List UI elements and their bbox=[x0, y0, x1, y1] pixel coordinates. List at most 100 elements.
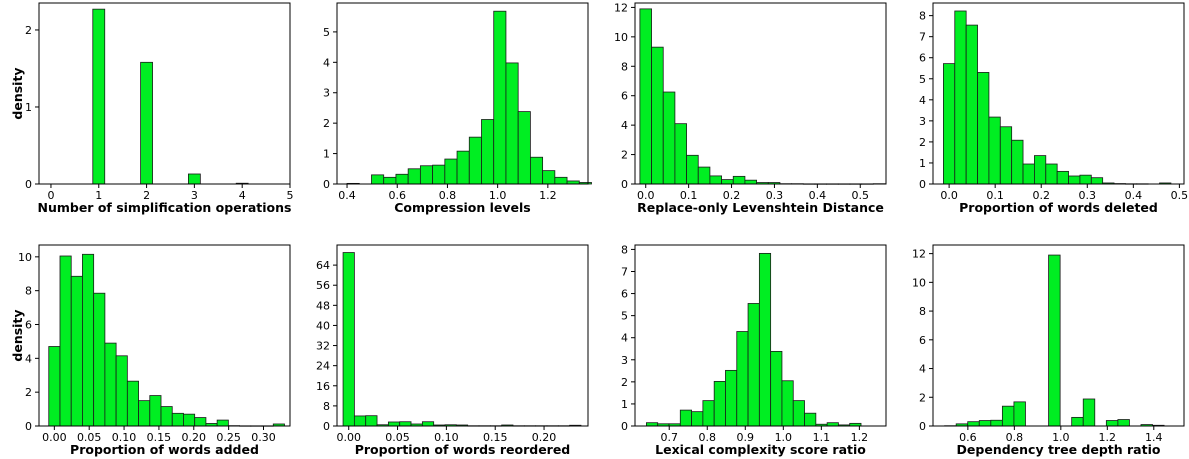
histogram-bar bbox=[371, 174, 385, 185]
histogram-bar bbox=[383, 176, 397, 185]
histogram-bar bbox=[967, 421, 980, 427]
x-tick-label: 1 bbox=[95, 189, 102, 202]
histogram-bar bbox=[721, 179, 734, 185]
histogram-bar bbox=[342, 252, 355, 427]
y-tick-label: 8 bbox=[621, 243, 628, 256]
histogram-bar bbox=[387, 421, 401, 427]
x-axis-label: Proportion of words deleted bbox=[959, 200, 1158, 215]
x-tick-label: 0.8 bbox=[1006, 431, 1024, 444]
histogram-bar bbox=[679, 409, 692, 427]
x-tick-label: 0.00 bbox=[336, 431, 361, 444]
x-tick-label: 0.15 bbox=[483, 431, 508, 444]
x-tick-label: 0.10 bbox=[434, 431, 459, 444]
x-tick-label: 1.0 bbox=[489, 189, 507, 202]
histogram-bar bbox=[736, 331, 749, 427]
x-tick-label: 0.10 bbox=[112, 431, 137, 444]
y-tick-label: 0 bbox=[919, 420, 926, 433]
x-tick-label: 0.20 bbox=[182, 431, 207, 444]
x-tick-label: 0.4 bbox=[338, 189, 356, 202]
histogram-bar bbox=[421, 421, 435, 427]
y-tick-label: 4 bbox=[919, 94, 926, 107]
histogram-bar bbox=[744, 179, 757, 185]
histogram-bar bbox=[93, 292, 106, 427]
x-tick-label: 0.05 bbox=[385, 431, 410, 444]
histogram-bar bbox=[1045, 163, 1058, 185]
histogram-bar bbox=[1011, 139, 1024, 185]
y-tick-label: 3 bbox=[919, 115, 926, 128]
x-tick-label: 0.1 bbox=[986, 189, 1004, 202]
x-axis-label: Proportion of words added bbox=[70, 442, 259, 457]
histogram-bar bbox=[747, 303, 760, 427]
histogram-bar bbox=[399, 421, 412, 427]
histogram-bar bbox=[530, 156, 544, 185]
chart-panel-3: 0.0 0.1 0.2 0.3 0.4 0.5 0 2 4 6 8 10 12 Replace-only … bbox=[614, 1, 887, 215]
histogram-bar bbox=[1056, 170, 1069, 185]
y-tick-label: 8 bbox=[919, 10, 926, 23]
x-tick-label: 0.20 bbox=[532, 431, 557, 444]
histogram-bar bbox=[770, 350, 783, 427]
histogram-bar bbox=[1079, 174, 1092, 185]
histogram-bar bbox=[365, 415, 378, 427]
x-tick-label: 2 bbox=[143, 189, 150, 202]
x-axis-label: Lexical complexity score ratio bbox=[655, 442, 866, 457]
x-axis-label: Number of simplification operations bbox=[38, 200, 292, 215]
y-tick-label: 24 bbox=[316, 360, 330, 373]
histogram-bar bbox=[456, 150, 470, 185]
y-tick-label: 48 bbox=[316, 299, 330, 312]
x-axis-label: Dependency tree depth ratio bbox=[957, 442, 1161, 457]
y-tick-label: 10 bbox=[18, 251, 32, 264]
histogram-bar bbox=[542, 170, 556, 185]
histogram-bar bbox=[140, 61, 153, 185]
y-tick-label: 64 bbox=[316, 259, 330, 272]
chart-panel-6: 0.00 0.05 0.10 0.15 0.20 0 8 16 24 32 40 48 56 64 Prop… bbox=[316, 244, 589, 457]
x-tick-label: 0.3 bbox=[766, 189, 784, 202]
histogram-bar bbox=[194, 417, 207, 427]
x-axis-label: Proportion of words reordered bbox=[355, 442, 571, 457]
histogram-bar bbox=[978, 420, 992, 427]
y-tick-label: 8 bbox=[25, 285, 32, 298]
histogram-bar bbox=[407, 168, 421, 185]
chart-panel-7: 0.7 0.8 0.9 1.0 1.1 1.2 0 1 2 3 4 5 6 7 8 Lexical compl… bbox=[621, 243, 887, 457]
x-tick-label: 0.2 bbox=[723, 189, 741, 202]
histogram-bar bbox=[691, 411, 704, 427]
histogram-bar bbox=[1048, 254, 1061, 427]
histogram-bar bbox=[419, 165, 434, 185]
histogram-bar bbox=[1105, 420, 1119, 427]
y-tick-label: 4 bbox=[621, 332, 628, 345]
histogram-bar bbox=[216, 419, 229, 427]
y-tick-label: 2 bbox=[25, 386, 32, 399]
x-tick-label: 0 bbox=[47, 189, 54, 202]
histogram-bar bbox=[48, 346, 61, 427]
histogram-bar bbox=[70, 275, 83, 427]
y-tick-label: 6 bbox=[621, 288, 628, 301]
y-tick-label: 10 bbox=[912, 276, 926, 289]
histogram-bar bbox=[149, 395, 162, 427]
histogram-bar bbox=[674, 123, 687, 185]
y-tick-label: 4 bbox=[621, 119, 628, 132]
histogram-bar bbox=[1082, 398, 1096, 427]
y-tick-label: 5 bbox=[919, 73, 926, 86]
x-tick-label: 1.2 bbox=[851, 431, 869, 444]
histogram-bar bbox=[171, 412, 184, 427]
y-tick-label: 1 bbox=[919, 157, 926, 170]
histogram-bar bbox=[713, 381, 726, 427]
plot-frame bbox=[38, 2, 291, 185]
histogram-bar bbox=[1117, 419, 1130, 427]
y-tick-label: 40 bbox=[316, 319, 330, 332]
histogram-bar bbox=[493, 10, 507, 185]
y-tick-label: 2 bbox=[919, 136, 926, 149]
x-tick-label: 0.8 bbox=[439, 189, 457, 202]
histogram-bar bbox=[444, 158, 458, 185]
x-tick-label: 3 bbox=[191, 189, 198, 202]
histogram-bar bbox=[651, 46, 664, 185]
x-axis-label: Compression levels bbox=[394, 200, 531, 215]
histogram-bar bbox=[1090, 177, 1104, 185]
x-tick-label: 0.05 bbox=[77, 431, 102, 444]
histogram-bar bbox=[160, 406, 173, 427]
plot-frame bbox=[932, 244, 1185, 427]
x-tick-label: 0.8 bbox=[699, 431, 717, 444]
histogram-bar bbox=[709, 175, 722, 185]
histogram-bar bbox=[990, 419, 1003, 427]
plot-frame bbox=[932, 2, 1185, 185]
